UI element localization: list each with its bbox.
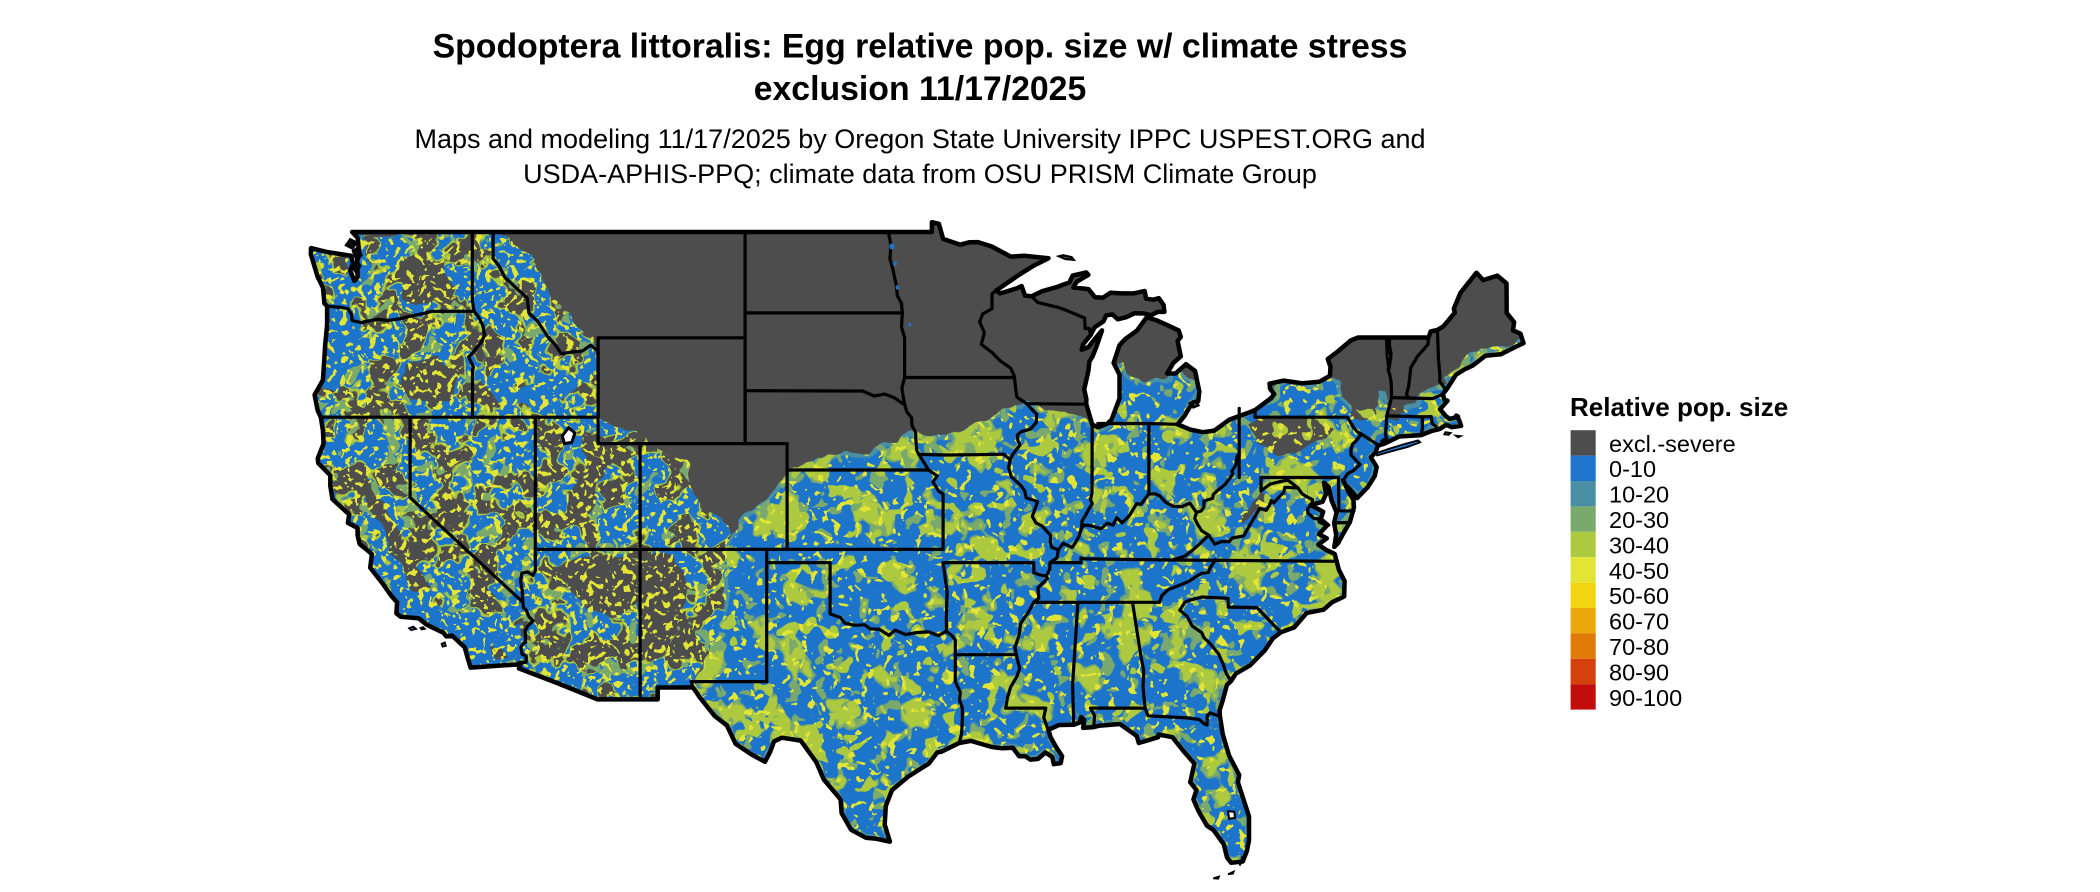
svg-text:Spodoptera littoralis: Egg rel: Spodoptera littoralis: Egg relative pop.… (433, 28, 1408, 66)
svg-text:USDA-APHIS-PPQ; climate data f: USDA-APHIS-PPQ; climate data from OSU PR… (523, 159, 1317, 189)
svg-text:90-100: 90-100 (1609, 685, 1682, 711)
svg-text:Relative pop. size: Relative pop. size (1570, 392, 1788, 422)
svg-text:10-20: 10-20 (1609, 482, 1669, 508)
svg-text:excl.-severe: excl.-severe (1609, 431, 1736, 457)
svg-text:exclusion 11/17/2025: exclusion 11/17/2025 (754, 70, 1087, 108)
svg-text:60-70: 60-70 (1609, 609, 1669, 635)
svg-text:30-40: 30-40 (1609, 532, 1669, 558)
svg-text:20-30: 20-30 (1609, 507, 1669, 533)
svg-text:50-60: 50-60 (1609, 583, 1669, 609)
svg-text:Maps and modeling 11/17/2025 b: Maps and modeling 11/17/2025 by Oregon S… (414, 124, 1425, 154)
svg-text:70-80: 70-80 (1609, 634, 1669, 660)
svg-text:80-90: 80-90 (1609, 659, 1669, 685)
svg-text:40-50: 40-50 (1609, 558, 1669, 584)
svg-text:0-10: 0-10 (1609, 456, 1656, 482)
